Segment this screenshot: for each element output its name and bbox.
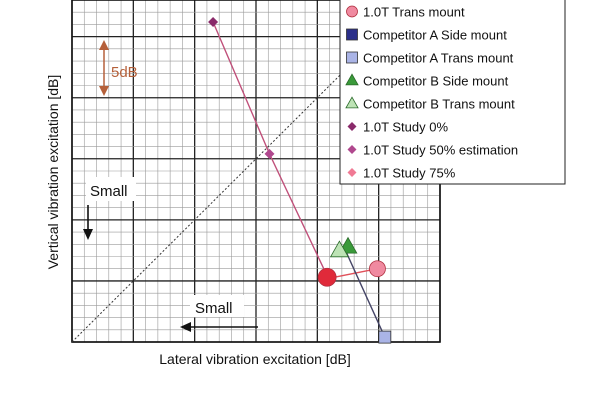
legend-marker-6 xyxy=(347,145,357,154)
legend-marker-0 xyxy=(346,5,358,18)
legend-marker-7 xyxy=(347,168,357,177)
point-layer xyxy=(208,16,392,344)
legend-label-3: Competitor B Side mount xyxy=(363,74,509,89)
data-point-series-6-0 xyxy=(264,148,275,159)
x-axis-label: Lateral vibration excitation [dB] xyxy=(159,351,350,367)
data-point-series-2-0 xyxy=(378,330,392,344)
competitor-line xyxy=(343,247,386,338)
data-point-extra-0 xyxy=(317,267,337,287)
legend-label-0: 1.0T Trans mount xyxy=(363,5,465,20)
scale-bracket-top-arrow xyxy=(99,40,109,50)
scale-label: 5dB xyxy=(111,64,138,81)
small-vertical-arrow-head xyxy=(83,229,93,240)
small-horizontal-label: Small xyxy=(195,300,233,317)
legend-marker-5 xyxy=(347,122,357,131)
legend-marker-2 xyxy=(346,51,358,64)
legend-marker-1 xyxy=(346,28,358,41)
legend-label-2: Competitor A Trans mount xyxy=(363,51,514,66)
small-vertical-label-bg xyxy=(86,177,136,201)
legend-marker-3 xyxy=(345,73,359,86)
legend-label-4: Competitor B Trans mount xyxy=(363,97,515,112)
small-horizontal-arrow-head xyxy=(180,322,191,332)
diagonal-reference-line xyxy=(71,0,416,343)
legend-marker-4 xyxy=(345,96,359,109)
small-horizontal-label-bg xyxy=(190,295,244,317)
data-point-series-4-0 xyxy=(329,240,349,258)
scale-bracket-bottom-arrow xyxy=(99,86,109,96)
annotation-layer: 5dB Small Small xyxy=(83,40,258,332)
legend-label-6: 1.0T Study 50% estimation xyxy=(363,143,518,158)
legend-label-7: 1.0T Study 75% xyxy=(363,166,456,181)
legend-label-1: Competitor A Side mount xyxy=(363,28,507,43)
legend-label-5: 1.0T Study 0% xyxy=(363,120,448,135)
legend: 1.0T Trans mount Competitor A Side mount C… xyxy=(339,0,566,185)
small-vertical-label: Small xyxy=(90,183,128,200)
y-axis-label: Vertical vibration excitation [dB] xyxy=(45,75,61,270)
data-point-series-0-0 xyxy=(369,260,386,278)
data-point-series-5-0 xyxy=(208,16,219,27)
legend-box xyxy=(339,0,566,185)
